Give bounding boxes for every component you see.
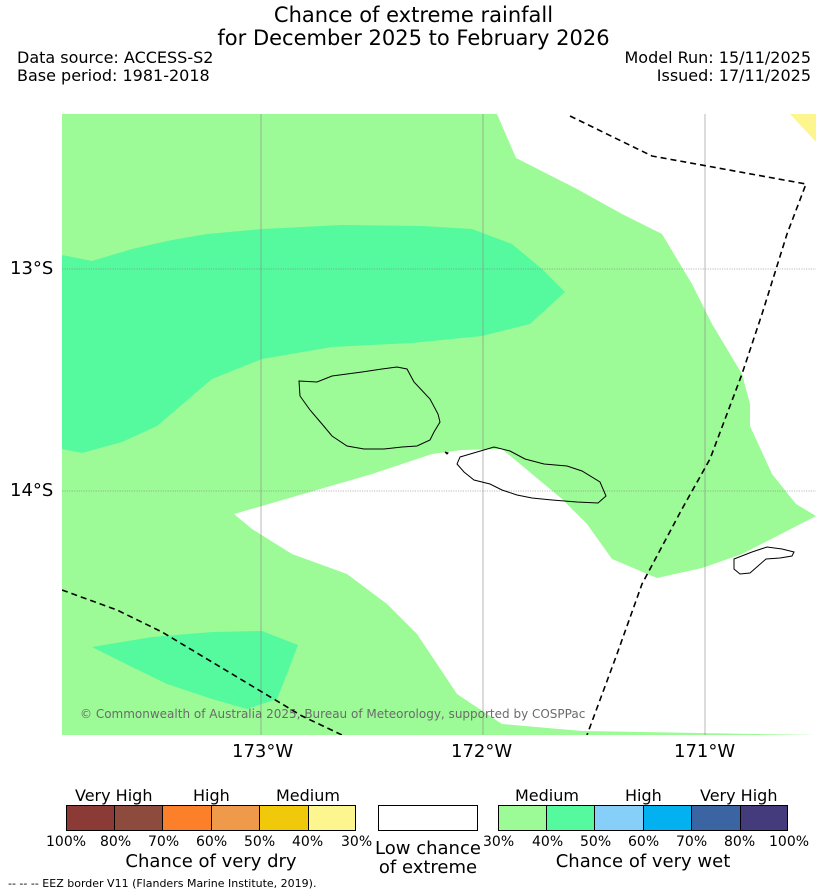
dry-swatch-70-60: [162, 805, 212, 831]
wet-heading-high: High: [625, 786, 662, 805]
rainfall-map: [62, 114, 816, 735]
dry-tick-50: 50%: [244, 834, 276, 850]
dry-tick-40: 40%: [292, 834, 324, 850]
data-source: Data source: ACCESS-S2: [17, 48, 214, 67]
wet-tick-100: 100%: [769, 834, 810, 850]
wet-medium-high-area-south: [92, 631, 298, 709]
low-chance-title-line2: of extreme: [378, 857, 478, 878]
lon-label-172w: 172°W: [451, 741, 513, 762]
wet-swatch-70-80: [691, 805, 741, 831]
wet-legend-title: Chance of very wet: [555, 851, 731, 872]
map-title-line1: Chance of extreme rainfall: [273, 3, 554, 27]
model-run: Model Run: 15/11/2025: [624, 48, 812, 67]
eez-border: [62, 115, 808, 735]
low-chance-swatch: [378, 805, 478, 831]
wet-tick-30: 30%: [483, 834, 515, 850]
wet-tick-50: 50%: [580, 834, 612, 850]
wet-tick-70: 70%: [676, 834, 708, 850]
map-title-line2: for December 2025 to February 2026: [217, 26, 610, 50]
tutuila-island-outline: [733, 546, 795, 575]
coastlines: [298, 366, 795, 575]
dry-heading-very-high: Very High: [75, 786, 153, 805]
low-chance-area: [234, 449, 816, 735]
wet-tick-40: 40%: [532, 834, 564, 850]
dry-tick-100: 100%: [46, 834, 87, 850]
wet-heading-medium: Medium: [515, 786, 579, 805]
base-period: Base period: 1981-2018: [17, 66, 210, 85]
eez-border-southwest: [62, 589, 343, 735]
low-chance-area-ne: [497, 114, 816, 516]
lat-label-13s: 13°S: [10, 258, 54, 279]
dry-heading-medium: Medium: [276, 786, 340, 805]
dry-legend-title: Chance of very dry: [125, 851, 297, 872]
wet-swatch-40-50: [546, 805, 595, 831]
wet-swatch-30-40: [498, 805, 547, 831]
lon-label-173w: 173°W: [232, 741, 294, 762]
wet-colorbar: [498, 805, 788, 831]
wet-tick-80: 80%: [724, 834, 756, 850]
eez-footnote: -- -- -- EEZ border V11 (Flanders Marine…: [8, 877, 317, 890]
wet-swatch-50-60: [594, 805, 644, 831]
meridians: [260, 114, 706, 735]
dry-swatch-80-70: [114, 805, 163, 831]
eez-border-east: [569, 115, 808, 735]
wet-swatch-60-70: [643, 805, 692, 831]
dry-swatch-40-30: [308, 805, 356, 831]
dry-swatch-50-40: [259, 805, 309, 831]
lat-label-14s: 14°S: [10, 480, 54, 501]
lon-label-171w: 171°W: [674, 741, 736, 762]
dry-colorbar: [66, 805, 356, 831]
savaii-island-outline: [298, 366, 441, 450]
dry-tick-70: 70%: [148, 834, 180, 850]
wet-medium-high-area-north: [62, 225, 565, 453]
dry-heading-high: High: [193, 786, 230, 805]
gridlines: [62, 268, 816, 492]
wet-heading-very-high: Very High: [700, 786, 778, 805]
dry-swatch-60-50: [211, 805, 260, 831]
issued-date: Issued: 17/11/2025: [656, 66, 811, 85]
dry-tick-30: 30%: [341, 834, 373, 850]
manono-island-outline: [444, 451, 449, 455]
dry-tick-80: 80%: [100, 834, 132, 850]
dry-swatch-100-80: [66, 805, 115, 831]
map-credit: © Commonwealth of Australia 2025, Bureau…: [80, 707, 586, 721]
wet-swatch-80-100: [740, 805, 788, 831]
dry-tick-60: 60%: [196, 834, 228, 850]
wet-tick-60: 60%: [628, 834, 660, 850]
dry-medium-area: [790, 114, 816, 142]
upolu-island-outline: [456, 446, 607, 504]
low-chance-title-line1: Low chance: [375, 838, 481, 859]
